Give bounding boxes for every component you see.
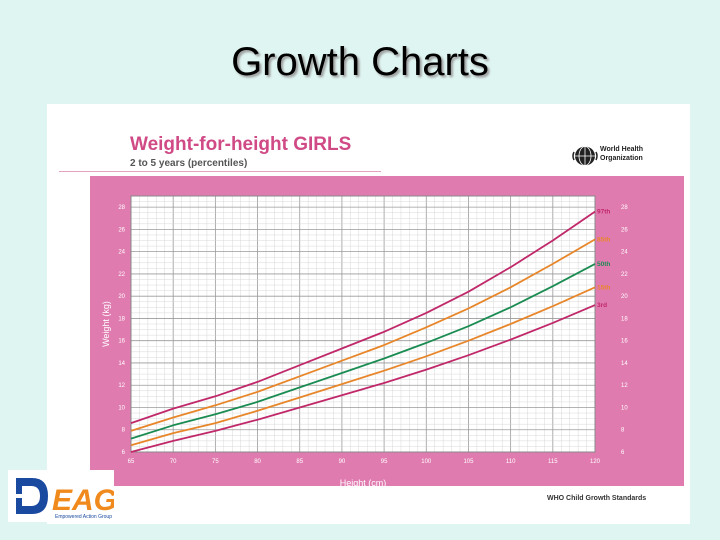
- organization-name-line1: World Health: [600, 146, 644, 153]
- series-label-50th: 50th: [597, 261, 610, 268]
- y-tick-label-left: 22: [118, 272, 125, 278]
- y-tick-label-left: 20: [118, 294, 125, 300]
- y-axis-label: Weight (kg): [101, 301, 111, 347]
- y-tick-label-left: 26: [118, 227, 125, 233]
- series-line-15th: [130, 286, 596, 447]
- y-tick-label-right: 6: [621, 450, 625, 456]
- y-tick-label-right: 28: [621, 205, 628, 211]
- organization-name-line2: Organization: [600, 155, 643, 162]
- tick-layer: 65 70 75 80 85 90 95 100 105 110 115 120 6 6 8 8 10 10 12 1…: [118, 205, 628, 465]
- chart-title: Weight-for-height GIRLS: [130, 134, 352, 155]
- series-line-50th: [130, 263, 596, 440]
- eag-logo: EAG Empowered Action Group: [8, 470, 117, 522]
- y-tick-label-left: 12: [118, 383, 125, 389]
- y-tick-label-right: 20: [621, 294, 628, 300]
- line-layer: 97th 85th 50th 15th 3rd: [130, 209, 610, 453]
- series-label-85th: 85th: [597, 236, 610, 243]
- x-tick-label: 80: [254, 459, 261, 465]
- series-label-15th: 15th: [597, 284, 610, 291]
- series-line-3rd: [130, 304, 596, 453]
- series-line-85th: [130, 238, 596, 432]
- y-tick-label-left: 14: [118, 361, 125, 367]
- eag-tagline: Empowered Action Group: [55, 514, 112, 520]
- y-tick-label-right: 10: [621, 405, 628, 411]
- x-tick-label: 115: [548, 459, 558, 465]
- y-tick-label-right: 12: [621, 383, 628, 389]
- y-tick-label-left: 10: [118, 405, 125, 411]
- series-line-97th: [130, 210, 596, 424]
- y-tick-label-right: 26: [621, 227, 628, 233]
- x-axis-label: Height (cm): [340, 478, 387, 488]
- eag-logo-text: EAG: [52, 484, 114, 517]
- y-tick-label-right: 18: [621, 316, 628, 322]
- y-tick-label-left: 24: [118, 250, 125, 256]
- growth-chart: 65 70 75 80 85 90 95 100 105 110 115 120 6 6 8 8 10 10 12 1…: [90, 176, 684, 488]
- x-tick-label: 85: [296, 459, 303, 465]
- slide-title: Growth Charts: [231, 40, 489, 84]
- plot-border: [130, 195, 596, 453]
- globe-icon: [572, 146, 598, 166]
- y-tick-label-left: 18: [118, 316, 125, 322]
- series-label-97th: 97th: [597, 209, 610, 216]
- organization-name: World Health Organization: [600, 145, 643, 163]
- y-tick-label-right: 22: [621, 272, 628, 278]
- chart-source: WHO Child Growth Standards: [547, 495, 647, 502]
- title-rule: [59, 171, 381, 172]
- x-tick-label: 65: [128, 459, 135, 465]
- x-tick-label: 95: [381, 459, 388, 465]
- growth-chart-card: 65 70 75 80 85 90 95 100 105 110 115 120 6 6 8 8 10 10 12 1…: [47, 104, 690, 524]
- x-tick-label: 75: [212, 459, 219, 465]
- y-tick-label-right: 24: [621, 250, 628, 256]
- y-tick-label-left: 6: [122, 450, 126, 456]
- eag-logo-mark: EAG: [12, 478, 117, 517]
- y-tick-label-left: 16: [118, 339, 125, 345]
- x-tick-label: 110: [506, 459, 516, 465]
- x-tick-label: 100: [421, 459, 432, 465]
- y-tick-label-right: 16: [621, 339, 628, 345]
- y-tick-label-left: 28: [118, 205, 125, 211]
- x-tick-label: 105: [463, 459, 474, 465]
- chart-subtitle: 2 to 5 years (percentiles): [130, 158, 248, 169]
- series-label-3rd: 3rd: [597, 302, 607, 309]
- y-tick-label-right: 8: [621, 428, 625, 434]
- y-tick-label-right: 14: [621, 361, 628, 367]
- x-tick-label: 120: [590, 459, 601, 465]
- x-tick-label: 90: [339, 459, 346, 465]
- x-tick-label: 70: [170, 459, 177, 465]
- y-tick-label-left: 8: [122, 428, 126, 434]
